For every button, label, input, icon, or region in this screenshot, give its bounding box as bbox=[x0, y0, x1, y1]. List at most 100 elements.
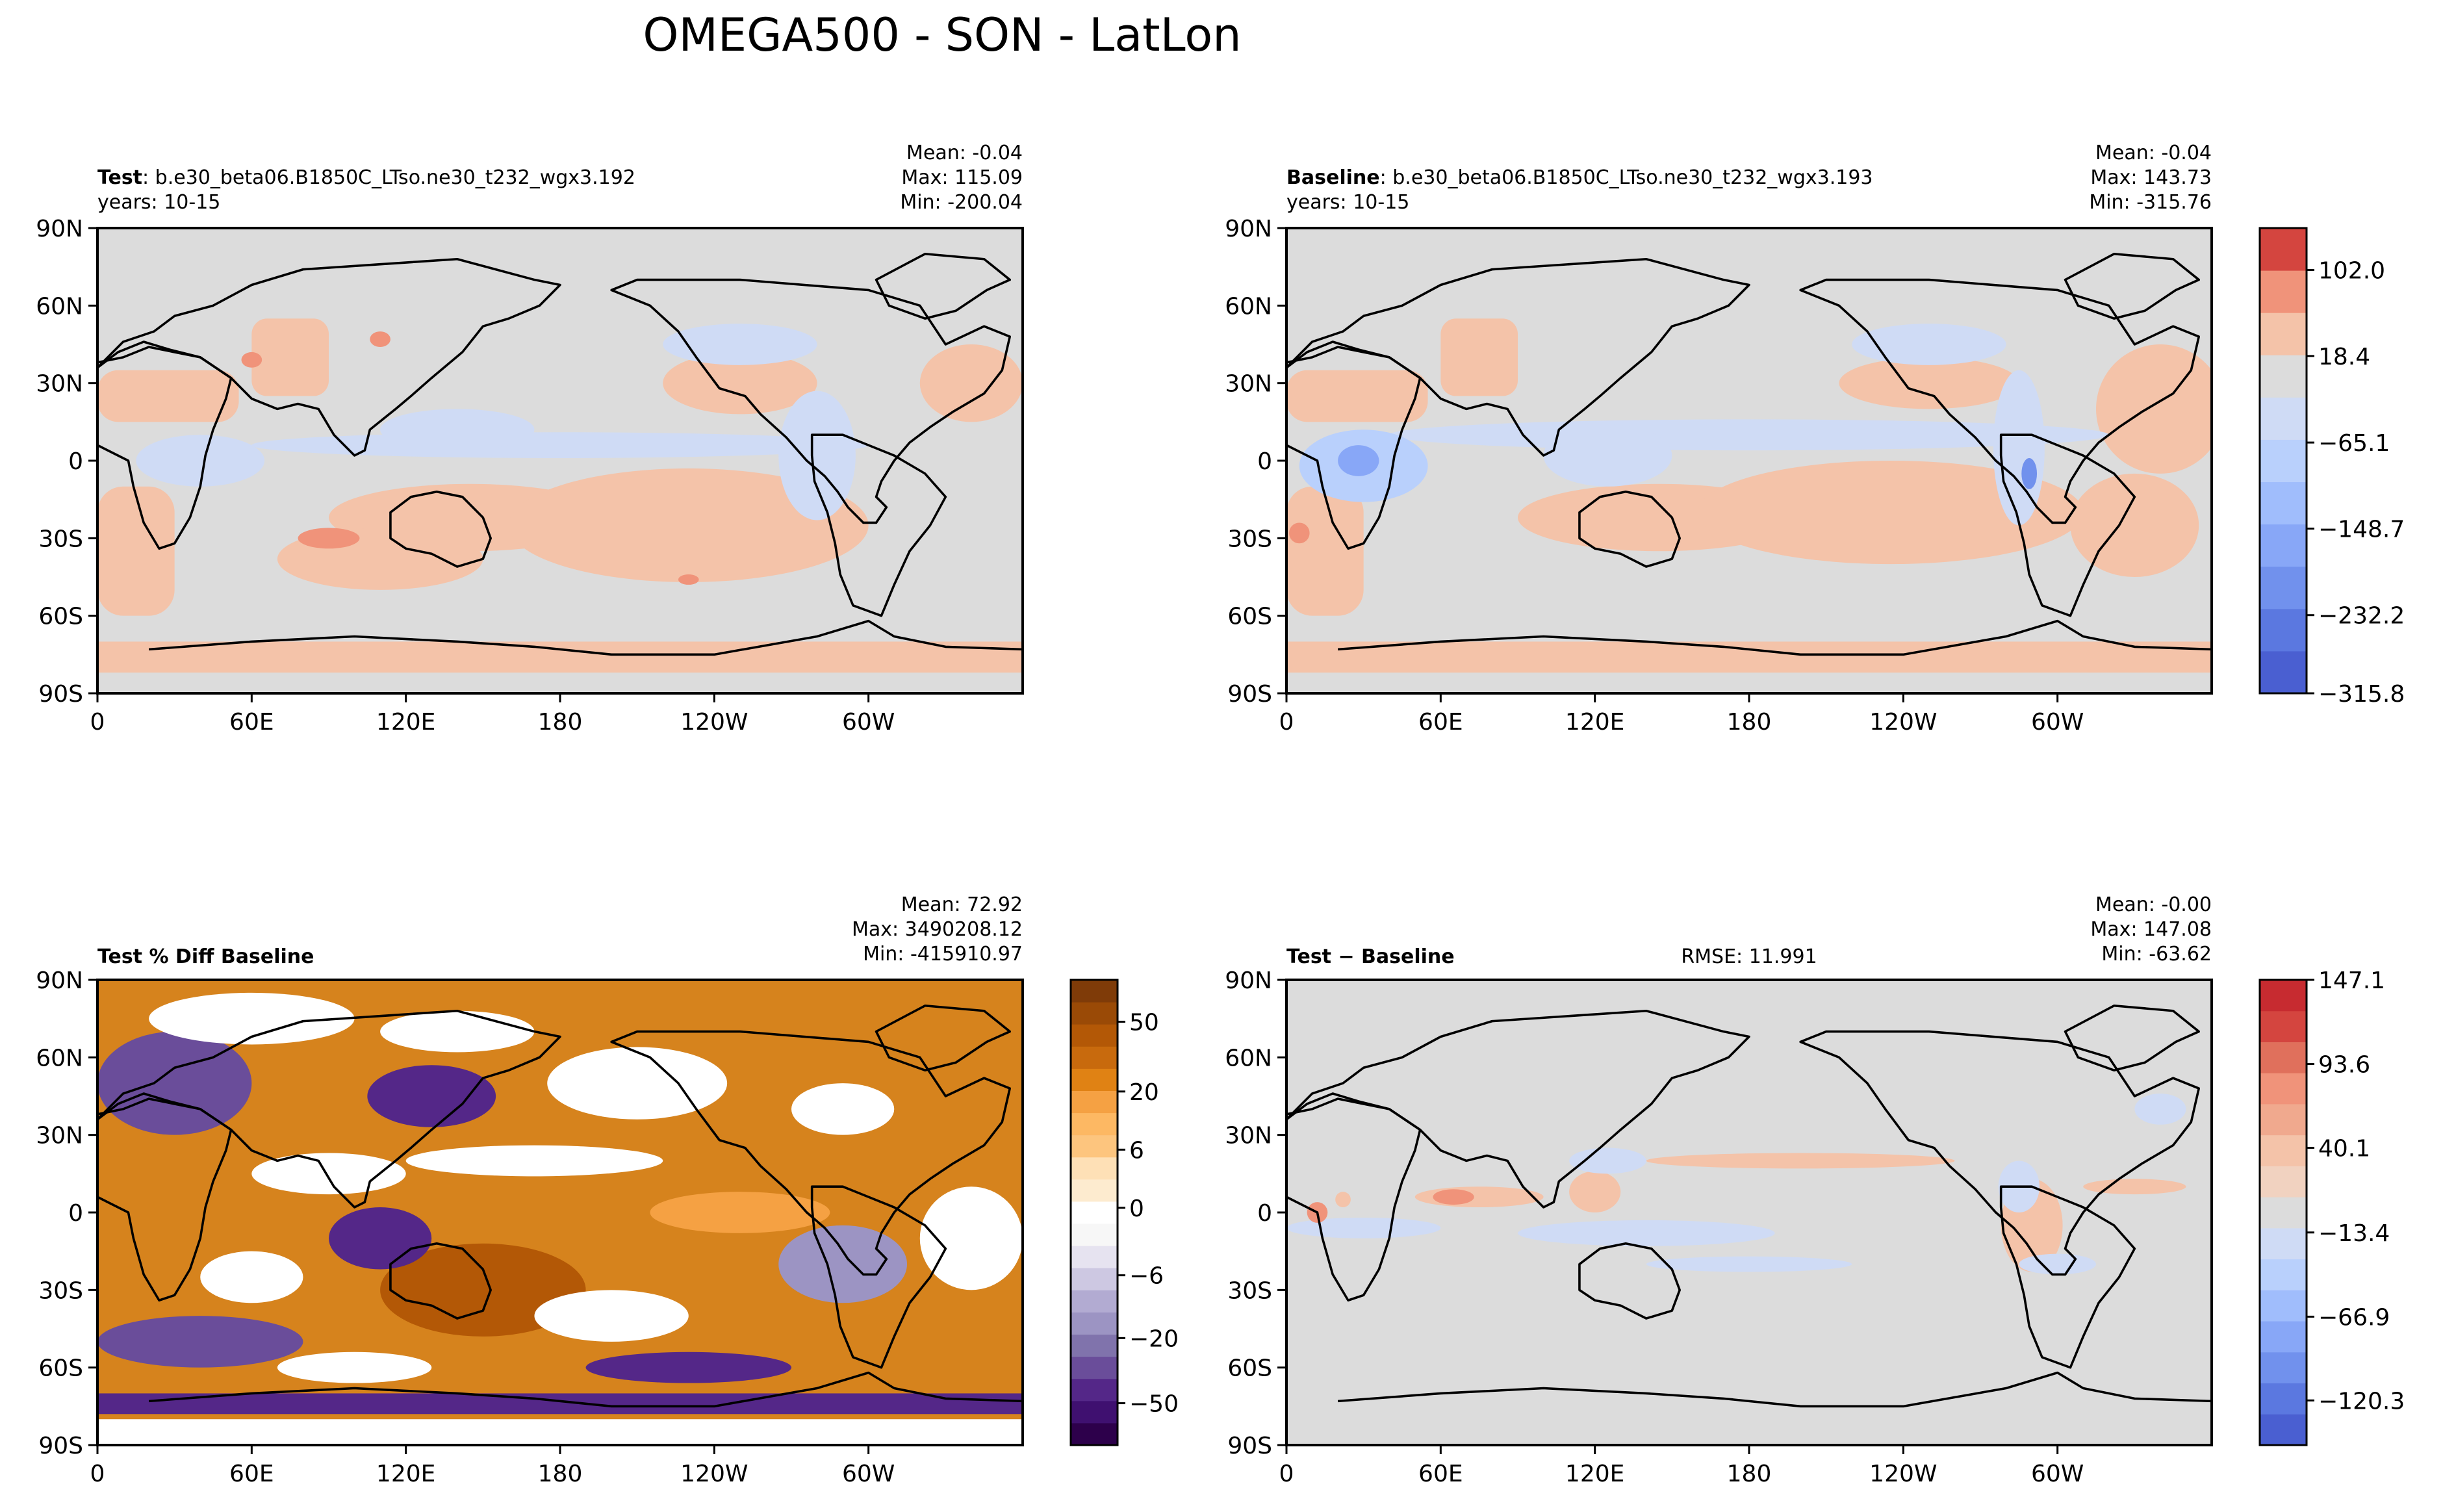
panel-pct-diff: Test % Diff Baseline Mean: 72.92 Max: 34… bbox=[36, 893, 1024, 1487]
colorbar-band bbox=[2260, 1010, 2307, 1042]
lon-tick-label: 60E bbox=[1418, 1461, 1463, 1487]
colorbar-frame bbox=[2258, 979, 2308, 1446]
lat-tick-label: 60N bbox=[36, 293, 83, 320]
lat-tick-label: 60N bbox=[36, 1045, 83, 1071]
lon-tick-label: 60W bbox=[842, 709, 895, 736]
lon-tick-label: 180 bbox=[1727, 1461, 1772, 1487]
colorbar-band bbox=[1071, 1090, 1118, 1114]
panel-baseline-stat-mean: Mean: -0.04 bbox=[2095, 142, 2212, 164]
colorbar-band bbox=[2260, 270, 2307, 313]
colorbar-tick-label: 40.1 bbox=[2318, 1135, 2370, 1162]
lat-tick-label: 60S bbox=[1227, 1355, 1272, 1382]
colorbar-band bbox=[1071, 1268, 1118, 1290]
colorbar-band bbox=[2260, 608, 2307, 652]
lat-tick-label: 90S bbox=[1227, 1433, 1272, 1459]
panel-test-map bbox=[97, 228, 1023, 693]
colorbar-bands bbox=[2260, 980, 2307, 1446]
colorbar-band bbox=[1071, 1024, 1118, 1047]
field-anomalies bbox=[1286, 318, 2212, 673]
lat-tick-label: 30N bbox=[36, 1123, 83, 1149]
colorbar-band bbox=[1071, 1157, 1118, 1180]
lon-tick-label: 180 bbox=[1727, 709, 1772, 736]
colorbar-tick-label: −20 bbox=[1129, 1326, 1179, 1352]
colorbar-tick-label: 18.4 bbox=[2318, 344, 2370, 370]
axes: 90N 60N 30N 0 30S 60S 90S 0 60E 120E 180 120W 60W bbox=[36, 216, 895, 736]
lon-tick-label: 180 bbox=[538, 1461, 583, 1487]
colorbar-pct-diff: 50 20 6 0 −6 −20 −50 bbox=[1069, 979, 1179, 1446]
colorbar-band bbox=[2260, 1290, 2307, 1322]
colorbar-band bbox=[2260, 650, 2307, 694]
map-background bbox=[1286, 980, 2212, 1445]
panel-test-stat-mean: Mean: -0.04 bbox=[906, 142, 1023, 164]
lon-tick-label: 0 bbox=[1279, 1461, 1294, 1487]
lat-tick-label: 90S bbox=[1227, 681, 1272, 708]
colorbar-frame bbox=[1069, 979, 1119, 1446]
colorbar-band bbox=[1071, 1046, 1118, 1069]
colorbar-band bbox=[1071, 1134, 1118, 1158]
colorbar-band bbox=[2260, 1227, 2307, 1260]
panel-pct-diff-label-bold: Test % Diff Baseline bbox=[97, 945, 314, 968]
colorbar-tick-label: 20 bbox=[1129, 1079, 1159, 1106]
colorbar-band bbox=[1071, 1334, 1118, 1357]
colorbar-tick-label: 147.1 bbox=[2318, 967, 2385, 994]
lat-tick-label: 90N bbox=[1225, 967, 1272, 994]
panel-diff-stat-mean: Mean: -0.00 bbox=[2095, 893, 2212, 916]
colorbar-band bbox=[1071, 1068, 1118, 1091]
colorbar-band bbox=[2260, 1383, 2307, 1415]
panel-baseline-stat-max: Max: 143.73 bbox=[2090, 166, 2212, 189]
map-background bbox=[97, 980, 1023, 1445]
panel-diff: Test − Baseline RMSE: 11.991 Mean: -0.00… bbox=[1225, 893, 2213, 1487]
lat-tick-label: 90S bbox=[38, 681, 83, 708]
colorbar-band bbox=[1071, 1002, 1118, 1025]
colorbar-band bbox=[1071, 1201, 1118, 1224]
colorbar-tick-label: −120.3 bbox=[2318, 1388, 2405, 1415]
colorbar-tick-label: 0 bbox=[1129, 1196, 1144, 1222]
panel-pct-diff-stat-mean: Mean: 72.92 bbox=[901, 893, 1023, 916]
panel-baseline-label: Baseline: b.e30_beta06.B1850C_LTso.ne30_… bbox=[1286, 166, 1873, 189]
lon-tick-label: 60E bbox=[229, 1461, 274, 1487]
colorbar-tick-label: 50 bbox=[1129, 1009, 1159, 1036]
colorbar-band bbox=[2260, 313, 2307, 355]
lat-tick-label: 0 bbox=[1257, 1200, 1272, 1227]
colorbar-band bbox=[2260, 481, 2307, 525]
lon-tick-label: 60E bbox=[1418, 709, 1463, 736]
panel-test-label-rest: : b.e30_beta06.B1850C_LTso.ne30_t232_wgx… bbox=[142, 166, 635, 189]
lat-tick-label: 0 bbox=[68, 1200, 83, 1227]
lon-tick-label: 180 bbox=[538, 709, 583, 736]
colorbar-band bbox=[2260, 1414, 2307, 1446]
lat-tick-label: 0 bbox=[68, 448, 83, 475]
colorbar-band bbox=[1071, 1179, 1118, 1202]
lon-tick-label: 120W bbox=[1869, 1461, 1937, 1487]
colorbar-band bbox=[2260, 439, 2307, 483]
panel-pct-diff-label: Test % Diff Baseline bbox=[97, 945, 314, 968]
panel-pct-diff-map bbox=[97, 980, 1023, 1445]
panel-pct-diff-stat-max: Max: 3490208.12 bbox=[852, 918, 1023, 941]
colorbar-band bbox=[2260, 1259, 2307, 1290]
lat-tick-label: 30N bbox=[36, 371, 83, 398]
field-anomalies bbox=[1286, 1094, 2186, 1275]
lon-tick-label: 120E bbox=[1565, 709, 1624, 736]
lat-tick-label: 90S bbox=[38, 1433, 83, 1459]
colorbar-band bbox=[1071, 1422, 1118, 1446]
colorbar-bands bbox=[2260, 228, 2307, 694]
lat-tick-label: 90N bbox=[36, 216, 83, 242]
panel-pct-diff-stat-min: Min: -415910.97 bbox=[863, 943, 1023, 966]
lat-tick-label: 30S bbox=[1227, 1277, 1272, 1304]
lat-tick-label: 60S bbox=[1227, 604, 1272, 630]
lon-tick-label: 0 bbox=[90, 709, 105, 736]
colorbar-band bbox=[1071, 1112, 1118, 1136]
lon-tick-label: 120E bbox=[376, 709, 435, 736]
colorbar-bands bbox=[1071, 980, 1118, 1446]
colorbar-band bbox=[1071, 1224, 1118, 1246]
colorbar-band bbox=[1071, 1312, 1118, 1335]
colorbar-band bbox=[1071, 980, 1118, 1003]
lon-tick-label: 120E bbox=[1565, 1461, 1624, 1487]
map-background bbox=[1286, 228, 2212, 693]
figure-title: OMEGA500 - SON - LatLon bbox=[643, 8, 1241, 62]
colorbar-band bbox=[1071, 1356, 1118, 1379]
colorbar-tick-label: −315.8 bbox=[2318, 681, 2405, 708]
lat-tick-label: 30N bbox=[1225, 1123, 1272, 1149]
lon-tick-label: 60W bbox=[842, 1461, 895, 1487]
lon-tick-label: 60W bbox=[2031, 709, 2084, 736]
panel-baseline-years: years: 10-15 bbox=[1286, 191, 1409, 214]
